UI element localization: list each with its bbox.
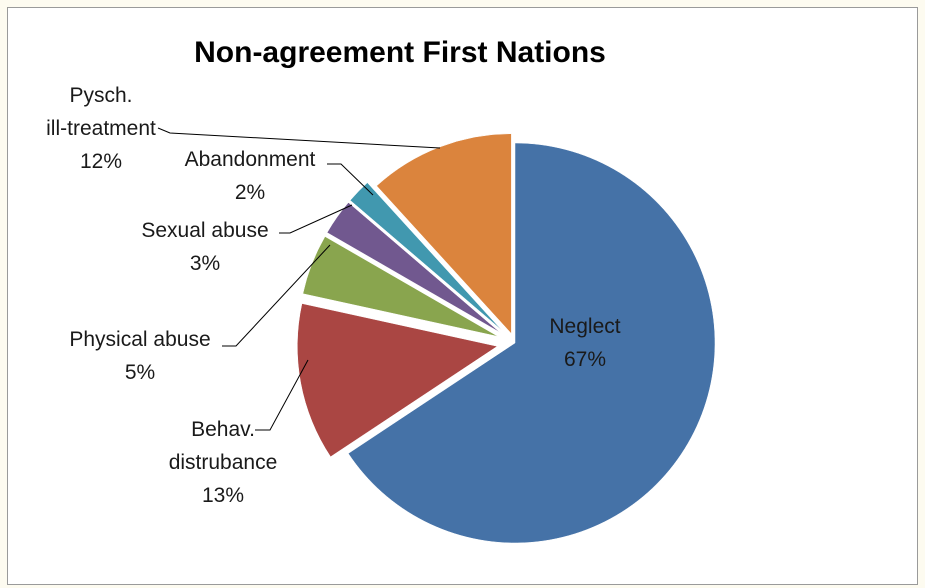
pie-slice-pysch-ill-treatment <box>376 133 512 335</box>
leader-line <box>327 163 374 196</box>
data-label-category: Abandonment <box>185 148 316 171</box>
pie-slice-sexual-abuse <box>326 202 501 333</box>
leader-line <box>255 359 309 431</box>
data-label-percent: 3% <box>190 252 220 275</box>
data-label-category: distrubance <box>169 451 278 474</box>
pie-slice-behav-distrubance <box>297 303 498 458</box>
leader-line <box>157 127 441 149</box>
data-label-percent: 5% <box>125 361 155 384</box>
data-label-category: Sexual abuse <box>141 219 268 242</box>
data-label-category: Physical abuse <box>69 328 210 351</box>
data-label-percent: 67% <box>564 348 606 371</box>
data-label-percent: 12% <box>80 150 122 173</box>
pie-slice-abandonment <box>349 182 503 331</box>
pie-slice-neglect <box>347 142 716 544</box>
leader-line <box>279 204 353 234</box>
leader-line <box>222 244 331 347</box>
data-label-category: Pysch. <box>69 84 132 107</box>
data-label-category: Behav. <box>191 418 255 441</box>
data-label-percent: 2% <box>235 181 265 204</box>
data-label-percent: 13% <box>202 484 244 507</box>
chart-title: Non-agreement First Nations <box>194 36 606 69</box>
data-label-category: ill-treatment <box>46 117 156 140</box>
data-label-category: Neglect <box>549 315 620 338</box>
